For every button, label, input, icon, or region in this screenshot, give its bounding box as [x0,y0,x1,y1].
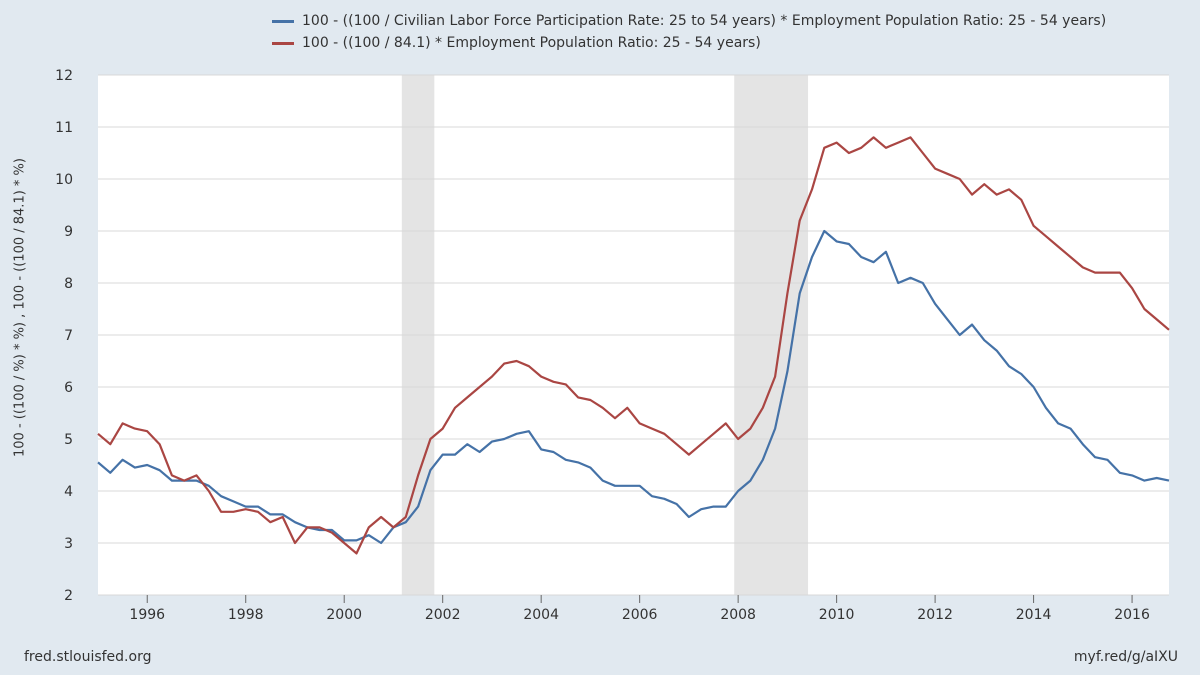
y-tick-label: 2 [64,588,73,604]
y-axis-label: 100 - ((100 / %) * %) , 100 - ((100 / 84… [12,158,28,457]
legend-item-blue[interactable]: 100 - ((100 / Civilian Labor Force Parti… [272,10,1106,32]
y-tick-label: 10 [55,172,73,188]
x-tick-label: 2012 [917,607,953,623]
x-tick-label: 2006 [622,607,658,623]
x-tick-label: 2010 [819,607,855,623]
x-tick-label: 2004 [523,607,559,623]
x-tick-label: 1998 [228,607,264,623]
legend-swatch-red [272,41,294,45]
y-tick-label: 8 [64,276,73,292]
x-tick-label: 2002 [425,607,461,623]
legend-label-red: 100 - ((100 / 84.1) * Employment Populat… [302,35,761,51]
y-tick-label: 5 [64,432,73,448]
y-tick-label: 6 [64,380,73,396]
x-tick-label: 2008 [720,607,756,623]
source-link[interactable]: fred.stlouisfed.org [24,649,152,665]
y-tick-label: 9 [64,224,73,240]
series-line-participation-adjusted [97,229,1170,545]
legend-item-red[interactable]: 100 - ((100 / 84.1) * Employment Populat… [272,32,1106,54]
legend-swatch-blue [272,19,294,23]
y-tick-label: 7 [64,328,73,344]
x-tick-label: 2016 [1114,607,1150,623]
y-tick-label: 3 [64,536,73,552]
legend-label-blue: 100 - ((100 / Civilian Labor Force Parti… [302,13,1107,29]
x-tick-label: 2000 [326,607,362,623]
y-tick-label: 12 [55,68,73,84]
short-url-link[interactable]: myf.red/g/aIXU [1073,649,1178,665]
y-tick-label: 11 [55,120,73,136]
series-line-fixed-84.1 [97,136,1170,555]
x-tick-label: 1996 [129,607,165,623]
x-tick-label: 2014 [1016,607,1052,623]
y-tick-label: 4 [64,484,73,500]
legend: 100 - ((100 / Civilian Labor Force Parti… [272,10,1106,54]
